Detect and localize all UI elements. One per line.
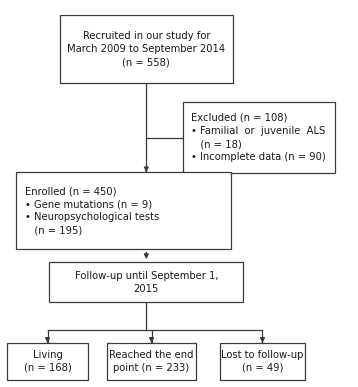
Bar: [60, 15, 233, 83]
Text: Living
(n = 168): Living (n = 168): [24, 349, 71, 373]
Bar: [220, 343, 305, 380]
Text: Recruited in our study for
March 2009 to September 2014
(n = 558): Recruited in our study for March 2009 to…: [67, 31, 226, 67]
Bar: [183, 102, 335, 173]
Text: Excluded (n = 108)
• Familial  or  juvenile  ALS
   (n = 18)
• Incomplete data (: Excluded (n = 108) • Familial or juvenil…: [192, 113, 326, 163]
Bar: [107, 343, 196, 380]
Text: Follow-up until September 1,
2015: Follow-up until September 1, 2015: [74, 271, 218, 294]
Text: Lost to follow-up
(n = 49): Lost to follow-up (n = 49): [221, 349, 304, 373]
Bar: [49, 262, 243, 302]
Bar: [7, 343, 88, 380]
Text: Reached the end
point (n = 233): Reached the end point (n = 233): [109, 349, 194, 373]
Bar: [16, 172, 231, 249]
Text: Enrolled (n = 450)
• Gene mutations (n = 9)
• Neuropsychological tests
   (n = 1: Enrolled (n = 450) • Gene mutations (n =…: [25, 186, 159, 236]
